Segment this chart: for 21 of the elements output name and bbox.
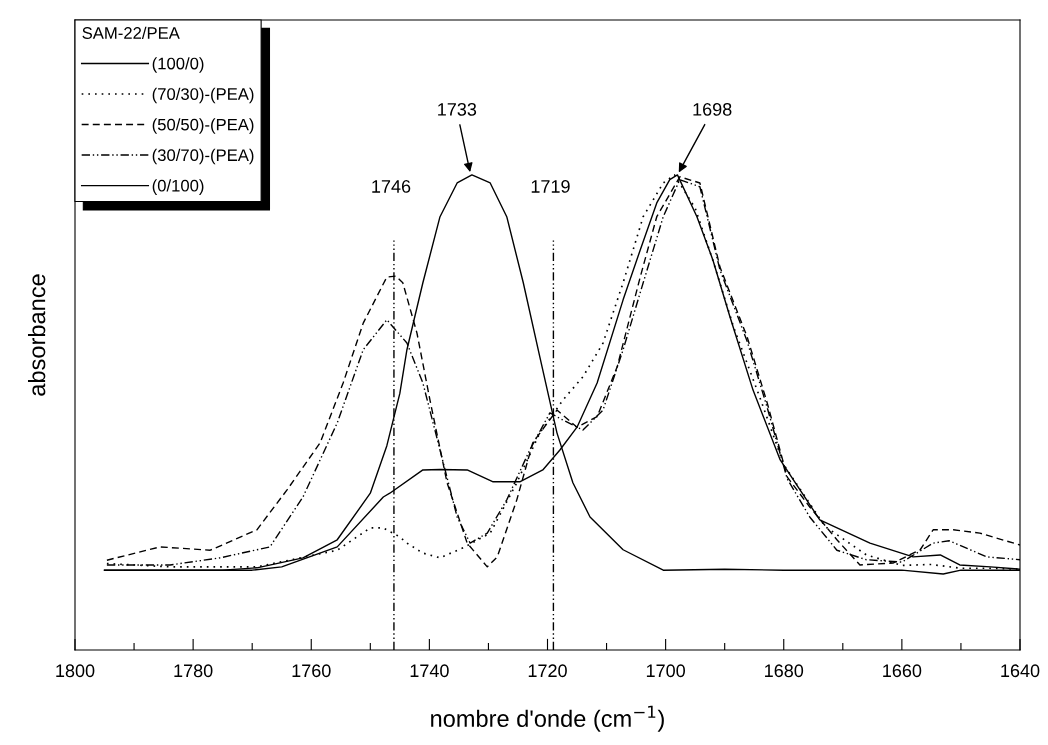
x-tick-label: 1660 <box>883 664 922 678</box>
x-tick-label: 1720 <box>528 664 567 678</box>
x-axis-title: nombre d'onde (cm$^{−1}$) <box>431 705 664 732</box>
legend-title: SAM-22/PEA <box>82 26 180 39</box>
x-tick-label: 1800 <box>56 664 95 678</box>
legend-label: (50/50)-(PEA) <box>152 118 254 134</box>
ref-line-label: 1719 <box>531 180 570 193</box>
annotation: 1733 <box>438 102 477 116</box>
x-tick-label: 1640 <box>1001 664 1040 678</box>
legend-label: (30/70)-(PEA) <box>152 148 254 165</box>
legend-label: (70/30)-(PEA) <box>152 87 254 104</box>
annotation: 1698 <box>693 102 732 116</box>
x-tick-label: 1740 <box>410 664 449 678</box>
y-axis-title: absorbance <box>27 274 46 396</box>
x-tick-label: 1780 <box>174 664 213 678</box>
ref-line-label: 1746 <box>372 180 411 193</box>
x-tick-label: 1680 <box>765 664 804 678</box>
x-tick-label: 1700 <box>646 664 685 678</box>
legend-label: (0/100) <box>152 179 204 195</box>
x-tick-label: 1760 <box>292 664 331 678</box>
legend-label: (100/0) <box>152 57 204 73</box>
